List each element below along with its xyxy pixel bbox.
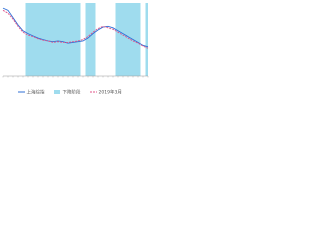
series-line [2,7,149,48]
shaded-band [115,3,131,76]
series-line [2,9,149,49]
shaded-band [130,3,141,76]
shaded-band [85,3,96,76]
legend-label: 下降阶段 [63,89,81,96]
shaded-band [145,3,148,76]
legend-label: 上海综指 [27,89,45,96]
legend-swatch [54,90,60,94]
chart: 上海综指 下降阶段 2019年3月 [2,3,149,96]
legend-label: 2019年3月 [99,89,122,96]
shaded-band [25,3,81,76]
